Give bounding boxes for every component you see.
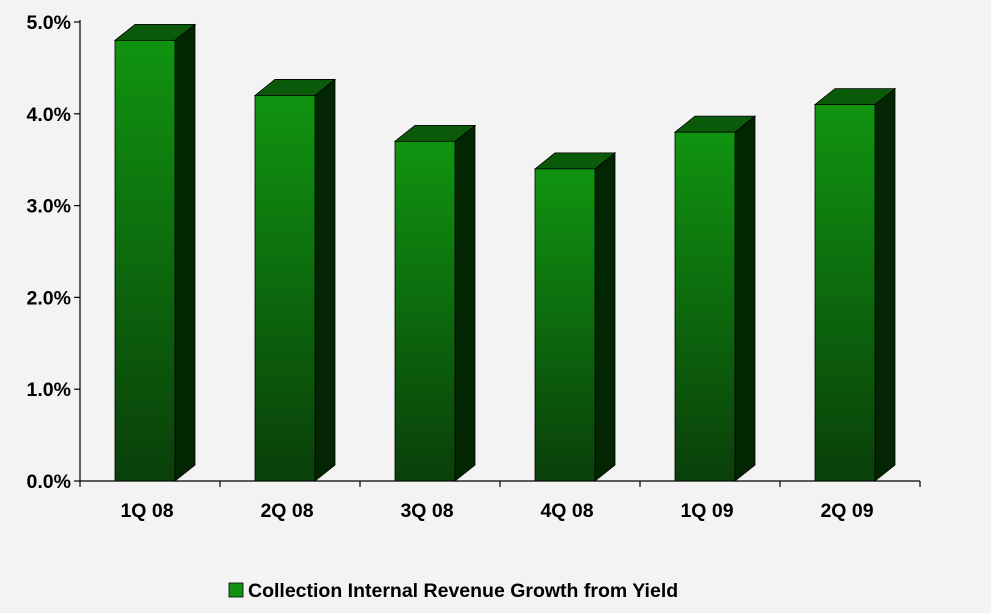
legend-label: Collection Internal Revenue Growth from … — [248, 580, 678, 602]
bar — [253, 78, 337, 482]
bar — [393, 124, 477, 482]
y-tick-label: 1.0% — [27, 379, 71, 401]
tick-labels: 0.0% 1.0% 2.0% 3.0% 4.0% 5.0% 1Q 08 2Q 08 3Q 08 4… — [27, 12, 874, 522]
bar-side-face — [734, 115, 756, 482]
x-tick-label: 4Q 08 — [540, 500, 593, 522]
x-tick-label: 2Q 08 — [260, 500, 313, 522]
bar — [533, 152, 617, 482]
bar-side-face — [874, 87, 896, 482]
bar — [813, 87, 897, 482]
bar — [673, 115, 757, 482]
axes — [74, 20, 921, 487]
y-tick-label: 5.0% — [27, 12, 71, 34]
legend: Collection Internal Revenue Growth from … — [228, 580, 678, 602]
bar-front-face — [534, 168, 596, 482]
x-tick-label: 3Q 08 — [400, 500, 453, 522]
bar-front-face — [114, 39, 176, 482]
y-tick-label: 0.0% — [27, 471, 71, 493]
bars — [113, 23, 897, 482]
bar-side-face — [594, 152, 616, 482]
bar — [113, 23, 197, 482]
y-tick-label: 3.0% — [27, 196, 71, 218]
y-tick-label: 4.0% — [27, 104, 71, 126]
x-tick-label: 1Q 08 — [120, 500, 173, 522]
bar-front-face — [254, 95, 316, 482]
x-tick-label: 2Q 09 — [820, 500, 873, 522]
bar-front-face — [394, 140, 456, 482]
bar-side-face — [314, 78, 336, 482]
bar-front-face — [674, 131, 736, 482]
bar-side-face — [454, 124, 476, 482]
bar-side-face — [174, 23, 196, 482]
y-tick-label: 2.0% — [27, 287, 71, 309]
green-square-icon — [228, 582, 244, 598]
x-tick-label: 1Q 09 — [680, 500, 733, 522]
bar-front-face — [814, 104, 876, 482]
